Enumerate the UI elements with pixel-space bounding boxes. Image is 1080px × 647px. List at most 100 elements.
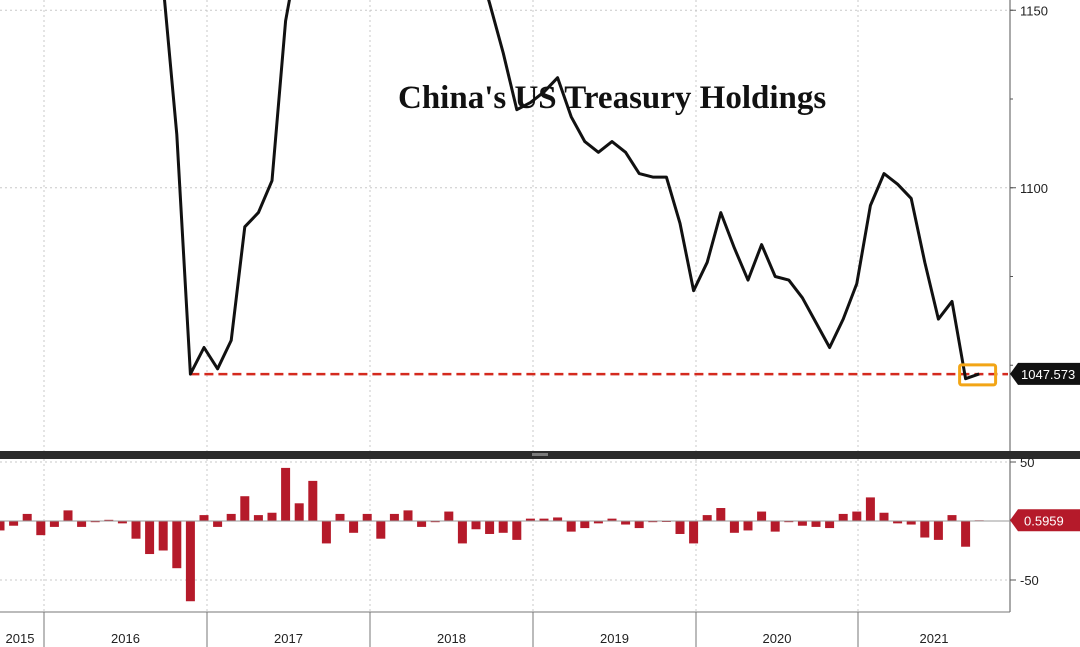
- bar: [444, 511, 454, 521]
- bar: [879, 512, 889, 521]
- latest-value-highlight: [958, 363, 998, 387]
- y-tick-label: 1150: [1020, 3, 1048, 18]
- bar: [0, 521, 5, 531]
- y-tick-label: 50: [1020, 455, 1034, 470]
- chart-frame: [0, 0, 1080, 613]
- bar: [485, 521, 495, 534]
- last-value-label: 1047.573: [1021, 367, 1075, 382]
- bar: [539, 518, 549, 521]
- monthly-change-bars: [0, 467, 984, 602]
- bar: [145, 521, 155, 555]
- bar-last-value-tag-shape: [1010, 509, 1080, 532]
- bar: [689, 521, 699, 544]
- bar: [675, 521, 685, 534]
- bar: [213, 521, 223, 527]
- bar: [63, 510, 73, 521]
- year-label: 2019: [600, 631, 629, 646]
- year-labels: 2015 2016 2017 2018 2019 2020 2021: [6, 631, 949, 646]
- year-label: 2018: [437, 631, 466, 646]
- year-label: 2021: [920, 631, 949, 646]
- bar: [607, 518, 617, 521]
- bar: [281, 467, 291, 521]
- bar: [389, 513, 399, 521]
- bar: [797, 521, 807, 526]
- bar: [933, 521, 943, 540]
- bar: [9, 521, 19, 526]
- bar: [253, 515, 263, 521]
- year-label: 2017: [274, 631, 303, 646]
- bar-last-value-tag: 0.5959: [1010, 509, 1080, 532]
- bar: [158, 521, 168, 551]
- bar: [593, 521, 603, 524]
- bar-last-value-label: 0.5959: [1024, 513, 1064, 528]
- bar: [172, 521, 182, 569]
- bar: [321, 521, 331, 544]
- bar: [634, 521, 644, 529]
- panel-separator-handle[interactable]: [532, 453, 548, 456]
- last-value-tag-shape: [1010, 362, 1080, 385]
- bar: [471, 521, 481, 530]
- bar: [199, 515, 209, 521]
- bar: [512, 521, 522, 540]
- bottom-panel-grid: [0, 461, 1016, 581]
- bar: [770, 521, 780, 532]
- year-label: 2020: [763, 631, 792, 646]
- bar: [716, 508, 726, 521]
- bar: [22, 513, 32, 521]
- bar: [961, 521, 971, 547]
- y-tick-label: -50: [1020, 573, 1039, 588]
- bar: [865, 497, 875, 521]
- bar: [267, 512, 277, 521]
- holdings-series-line: [163, 0, 980, 381]
- bar: [417, 521, 427, 527]
- bar: [226, 513, 236, 521]
- year-label: 2016: [111, 631, 140, 646]
- bar: [757, 511, 767, 521]
- bar: [349, 521, 359, 533]
- year-label: 2015: [6, 631, 35, 646]
- bar: [457, 521, 467, 544]
- bar: [308, 480, 318, 521]
- bar: [498, 521, 508, 533]
- bar: [906, 521, 916, 525]
- bar: [240, 496, 250, 521]
- bar: [90, 521, 100, 523]
- bar: [362, 513, 372, 521]
- bar: [376, 521, 386, 539]
- bar: [117, 521, 127, 524]
- bar: [743, 521, 753, 531]
- bar: [893, 521, 903, 524]
- bar: [920, 521, 930, 538]
- bar: [580, 521, 590, 529]
- bar: [49, 521, 59, 527]
- bar: [811, 521, 821, 527]
- bar: [784, 521, 794, 523]
- bar: [852, 511, 862, 521]
- chart-title: China's US Treasury Holdings: [398, 80, 826, 116]
- bar: [294, 503, 304, 521]
- y-tick-label: 1100: [1020, 181, 1048, 196]
- bar: [77, 521, 87, 527]
- bar: [566, 521, 576, 532]
- bar: [825, 521, 835, 529]
- bar: [729, 521, 739, 533]
- bar: [553, 517, 563, 521]
- bar: [335, 513, 345, 521]
- bar: [430, 521, 440, 523]
- bar: [621, 521, 631, 525]
- last-value-tag: 1047.573: [1010, 362, 1080, 385]
- bar: [403, 510, 413, 521]
- top-panel-y-tick-labels: 1100115012001250: [1020, 3, 1048, 196]
- bar: [104, 519, 114, 521]
- bar: [525, 518, 535, 521]
- bar: [648, 521, 658, 523]
- year-gridlines: [43, 0, 859, 647]
- bar: [947, 515, 957, 521]
- top-panel-grid: [0, 9, 1016, 366]
- bar: [131, 521, 141, 539]
- bar: [702, 515, 712, 521]
- bar: [36, 521, 46, 536]
- bottom-panel-y-tick-labels: 50 -50: [1020, 455, 1039, 588]
- bar: [185, 521, 195, 602]
